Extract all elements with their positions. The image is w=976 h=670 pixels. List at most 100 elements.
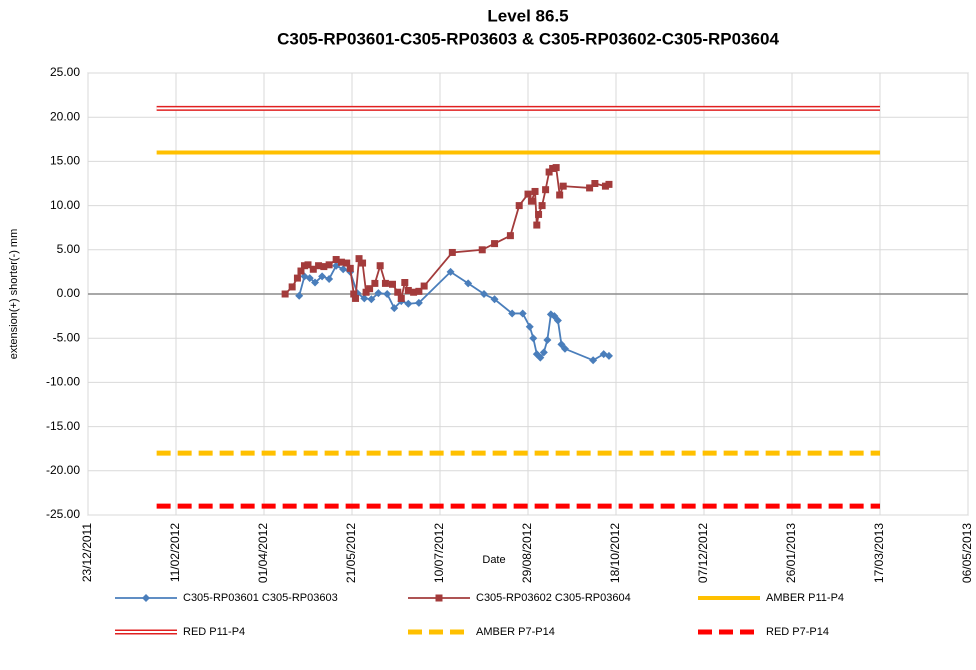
- legend-label: AMBER P11-P4: [766, 592, 844, 604]
- marker: [142, 594, 150, 602]
- marker: [531, 187, 539, 195]
- x-tick-label: 18/10/2012: [608, 523, 622, 583]
- marker: [325, 261, 333, 269]
- x-tick-label: 07/12/2012: [696, 523, 710, 583]
- marker: [352, 294, 360, 302]
- x-tick-label: 26/01/2013: [784, 523, 798, 583]
- marker: [601, 182, 609, 190]
- marker: [404, 299, 413, 308]
- marker: [515, 202, 523, 210]
- x-tick-label: 21/05/2012: [344, 523, 358, 583]
- series: [295, 261, 613, 365]
- x-tick-label: 11/02/2012: [168, 523, 182, 582]
- legend-label: C305-RP03601 C305-RP03603: [183, 592, 338, 604]
- marker: [490, 295, 499, 304]
- marker: [295, 291, 304, 300]
- marker: [529, 334, 538, 343]
- marker: [605, 180, 613, 188]
- marker: [525, 322, 534, 331]
- legend-label: RED P11-P4: [183, 626, 245, 638]
- marker: [325, 274, 334, 283]
- marker: [556, 191, 564, 199]
- marker: [518, 309, 527, 318]
- marker: [293, 274, 301, 282]
- y-tick-label: 15.00: [50, 154, 80, 168]
- marker: [552, 164, 560, 172]
- x-tick-label: 01/04/2012: [256, 523, 270, 583]
- marker: [545, 168, 553, 176]
- marker: [362, 288, 370, 296]
- marker: [404, 286, 412, 294]
- marker: [376, 262, 384, 270]
- chart-subtitle: C305-RP03601-C305-RP03603 & C305-RP03602…: [277, 29, 779, 48]
- marker: [315, 262, 323, 270]
- marker: [560, 344, 569, 353]
- marker: [309, 265, 317, 273]
- marker: [318, 272, 327, 281]
- x-axis-label: Date: [482, 554, 505, 566]
- marker: [464, 279, 473, 288]
- legend: C305-RP03601 C305-RP03603 C305-RP03602 C3…: [115, 592, 844, 638]
- marker: [415, 287, 423, 295]
- marker: [366, 285, 374, 293]
- marker: [339, 265, 348, 274]
- marker: [508, 309, 517, 318]
- marker: [539, 348, 548, 357]
- y-tick-label: 0.00: [57, 286, 81, 300]
- y-tick-label: -25.00: [46, 507, 80, 521]
- y-tick-label: 10.00: [50, 198, 80, 212]
- marker: [448, 248, 456, 256]
- marker: [390, 304, 399, 313]
- marker: [535, 210, 543, 218]
- marker: [359, 259, 367, 267]
- y-tick-label: -15.00: [46, 419, 80, 433]
- x-tick-label: 06/05/2013: [960, 523, 974, 583]
- marker: [538, 202, 546, 210]
- marker: [435, 594, 443, 602]
- marker: [533, 221, 541, 229]
- marker: [559, 182, 567, 190]
- marker: [374, 289, 383, 298]
- y-tick-label: -20.00: [46, 463, 80, 477]
- marker: [305, 274, 314, 283]
- marker: [383, 290, 392, 298]
- x-tick-label: 23/12/2011: [80, 523, 94, 582]
- marker: [410, 288, 418, 296]
- series: [281, 164, 613, 302]
- marker: [553, 316, 562, 325]
- y-tick-label: -10.00: [46, 375, 80, 389]
- marker: [586, 184, 594, 192]
- marker: [337, 258, 345, 266]
- marker: [394, 288, 402, 296]
- marker: [536, 353, 545, 362]
- marker: [478, 246, 486, 254]
- marker: [414, 298, 423, 307]
- marker: [388, 280, 396, 288]
- marker: [355, 255, 363, 263]
- marker: [381, 279, 389, 287]
- y-tick-label: 20.00: [50, 109, 80, 123]
- marker: [401, 279, 409, 287]
- marker: [397, 294, 405, 302]
- y-tick-label: -5.00: [53, 330, 81, 344]
- marker: [589, 356, 598, 365]
- marker: [506, 232, 514, 240]
- marker: [346, 264, 354, 272]
- marker: [367, 295, 376, 304]
- marker: [371, 279, 379, 287]
- marker: [343, 259, 351, 267]
- marker: [332, 256, 340, 264]
- marker: [549, 164, 557, 172]
- marker: [491, 240, 499, 248]
- x-tick-label: 10/07/2012: [432, 523, 446, 583]
- marker: [480, 290, 488, 298]
- x-tick-label: 29/08/2012: [520, 523, 534, 583]
- marker: [304, 261, 312, 269]
- marker: [297, 267, 305, 275]
- marker: [350, 290, 358, 298]
- marker: [446, 267, 455, 276]
- y-tick-label: 5.00: [57, 242, 81, 256]
- marker: [591, 180, 599, 187]
- marker: [604, 351, 613, 360]
